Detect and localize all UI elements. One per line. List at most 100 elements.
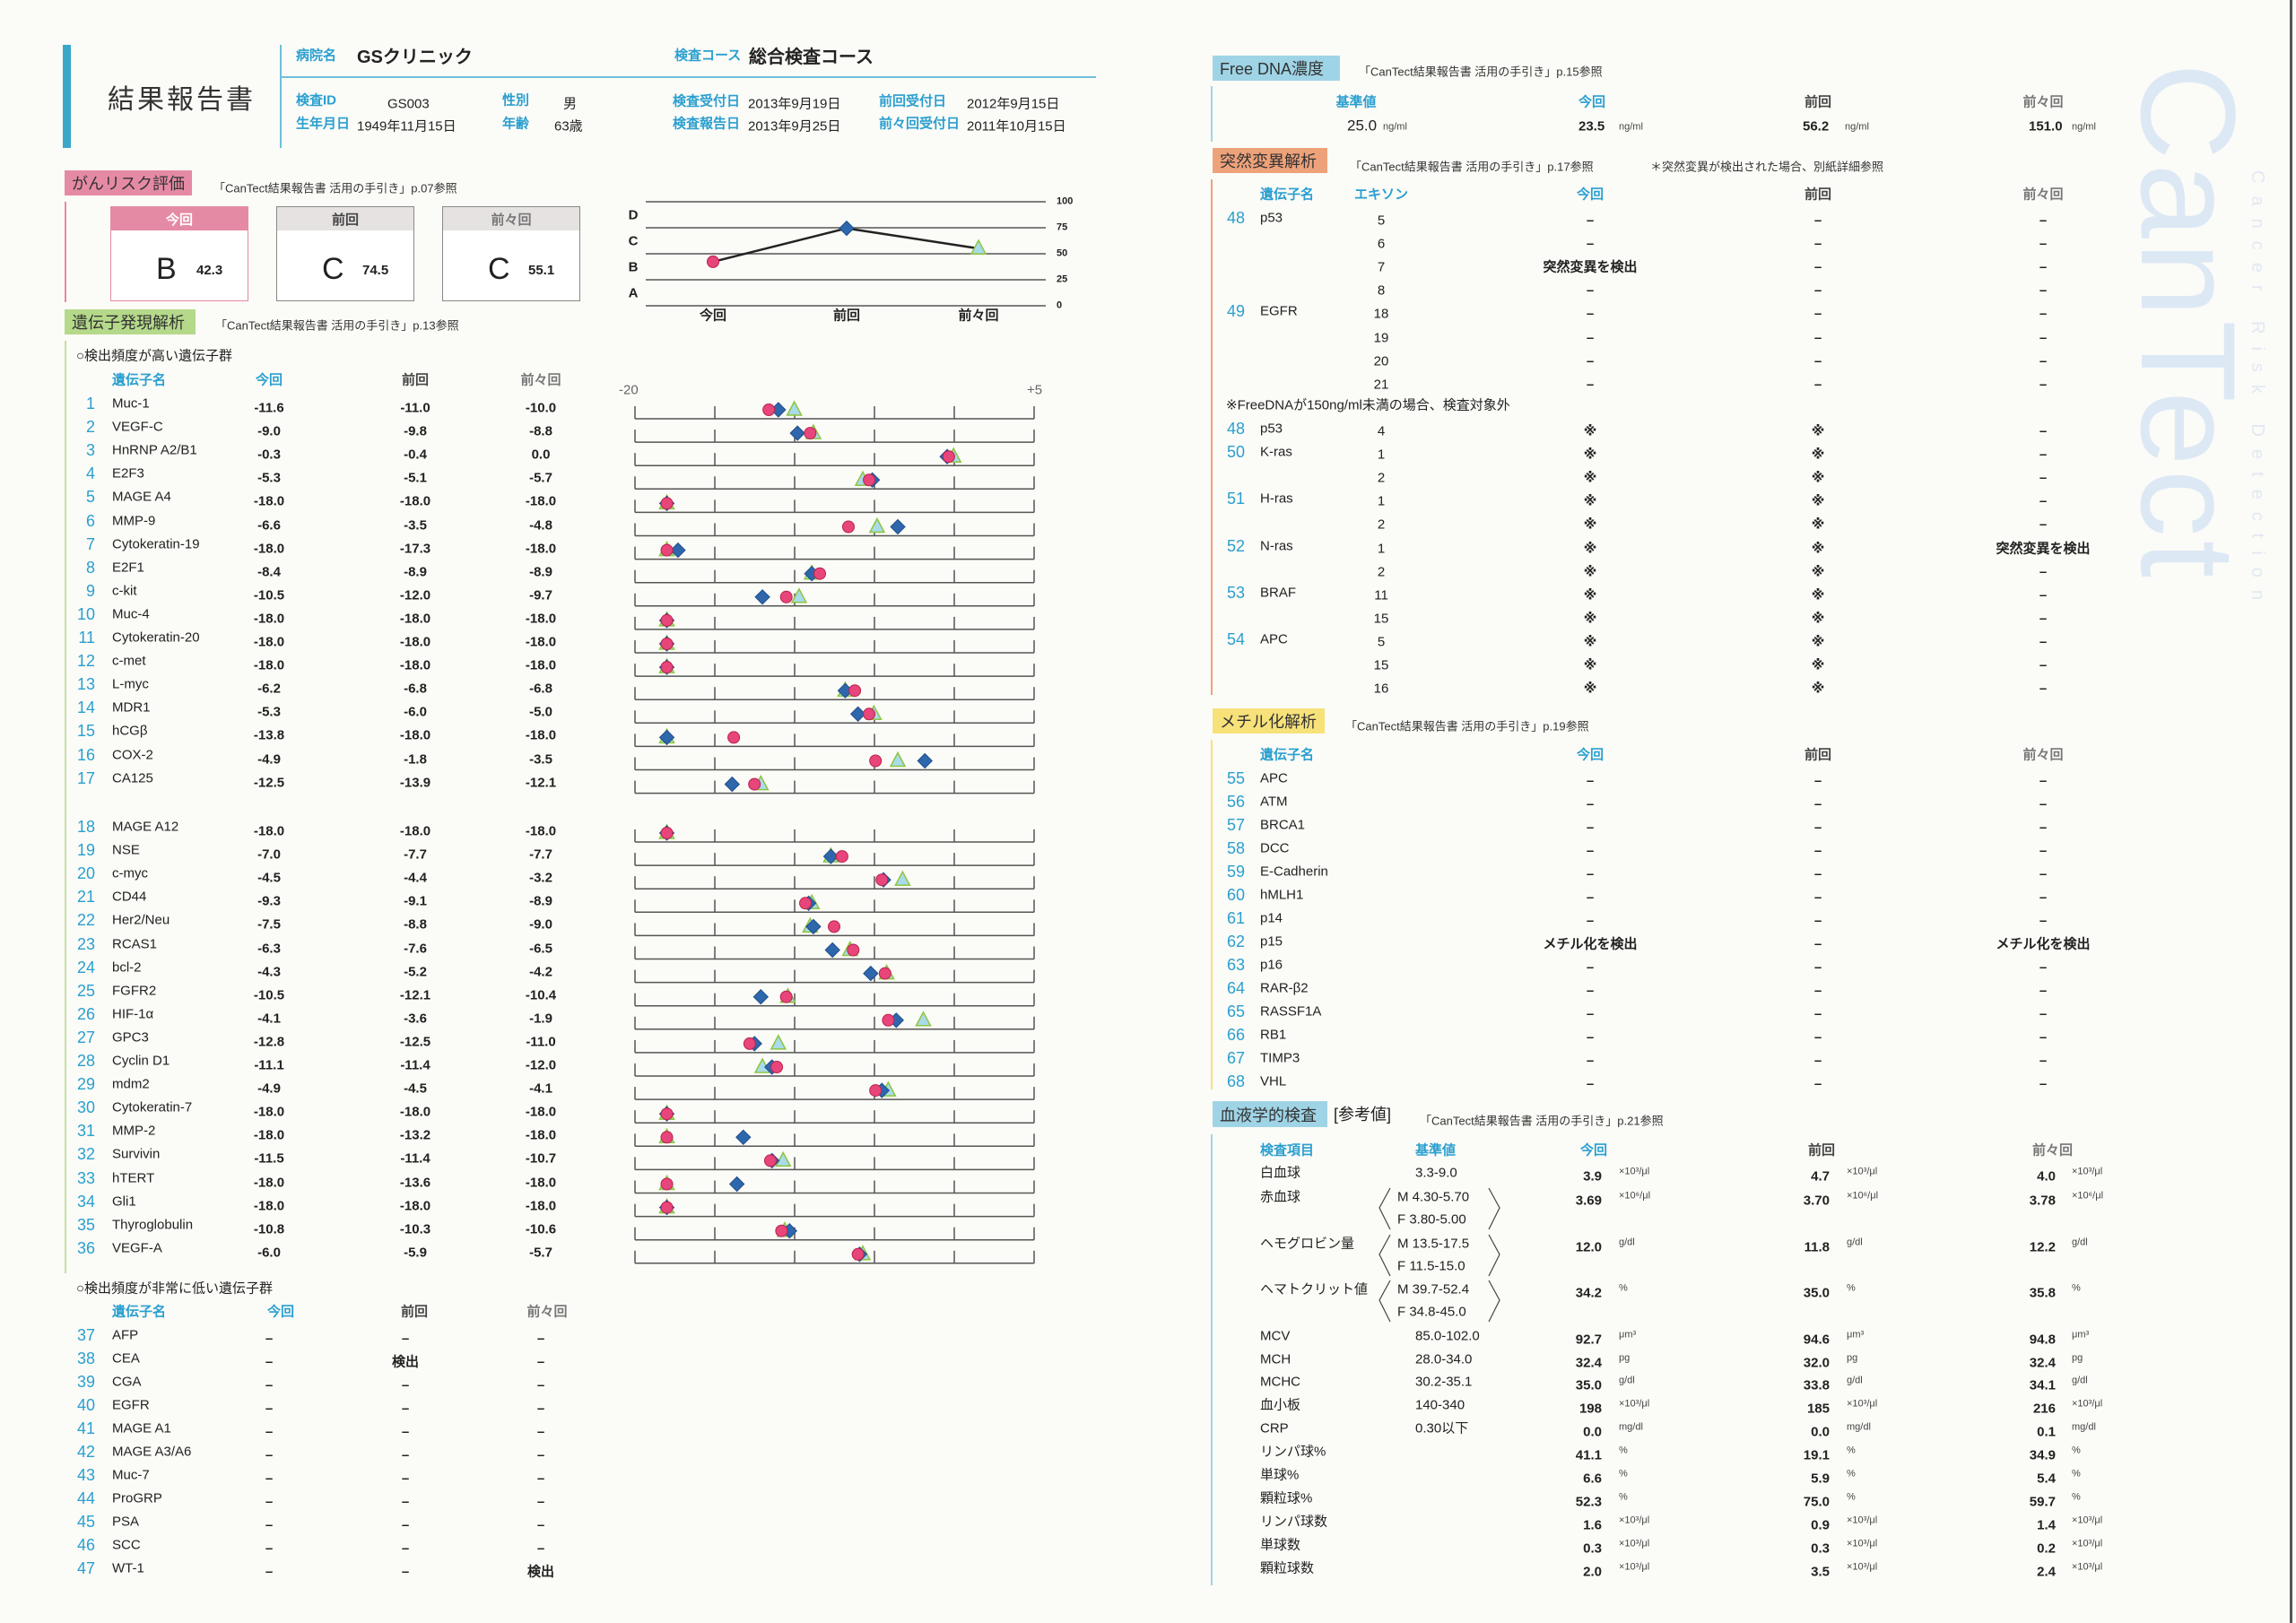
reference-range-male: M 39.7-52.4 [1397,1281,1470,1298]
unit: % [1619,1445,1628,1456]
value-prev2: -10.6 [525,1221,557,1237]
value-previous: -1.8 [404,751,427,767]
blood-section-rule [1211,1134,1213,1585]
value-current: – [265,1541,274,1557]
value-current: -18.0 [253,657,285,673]
prev-received-date: 2012年9月15日 [967,96,1060,112]
gene-name: HIF-1α [112,1006,154,1022]
value-current: – [265,1517,274,1533]
blood-value-cur: 35.0 [1575,1377,1602,1393]
marker-current-circle [660,638,674,650]
gene-name: E-Cadherin [1260,864,1328,880]
gene-name: hTERT [112,1170,155,1185]
blood-item: 白血球 [1260,1165,1301,1181]
value-current: – [265,1424,274,1440]
value-previous: ※ [1811,541,1825,556]
unit: ×10³/μl [2072,1398,2103,1410]
blood-value-prev2: 59.7 [2029,1494,2056,1510]
marker-previous-diamond [789,425,805,441]
value-previous: -6.8 [404,681,427,697]
value-previous: -18.0 [399,493,431,509]
marker-previous-diamond [735,1129,752,1146]
value-previous: ※ [1811,564,1825,580]
received-label: 検査受付日 [673,93,741,109]
unit: ×10³/μl [2072,1538,2103,1549]
gene-number: 61 [1226,909,1245,927]
value-prev2: – [536,1494,545,1510]
value-current: -9.3 [257,893,281,909]
blood-value-cur: 32.4 [1575,1355,1602,1371]
value-prev2: – [2039,634,2048,650]
risk-grade: C [488,252,510,286]
value-prev2: – [2039,259,2048,275]
value-previous: -4.5 [404,1081,427,1097]
blood-value-prev: 3.5 [1811,1564,1830,1580]
marker-current-circle [660,1201,674,1214]
value-prev2: -10.0 [525,400,557,416]
gene-name: RB1 [1260,1027,1287,1043]
gene-number: 53 [1226,583,1245,602]
value-previous: -10.3 [399,1221,431,1237]
blood-value-prev2: 4.0 [2037,1168,2056,1185]
value-current: ※ [1583,541,1597,556]
value-current: – [1586,983,1595,999]
gene-name: bcl-2 [112,959,142,976]
blood-value-prev: 0.3 [1811,1541,1830,1557]
table-header: 遺伝子名 [1260,747,1315,763]
gene-name: Her2/Neu [112,912,170,928]
unit: μm³ [1619,1329,1637,1341]
gene-name: VEGF-A [112,1240,162,1256]
value-prev2: – [2039,611,2048,627]
marker-prev2-triangle [786,400,803,416]
value-prev2: – [2039,1076,2048,1092]
marker-previous-diamond [824,942,840,959]
value-previous: -4.4 [404,870,427,886]
value-prev2: メチル化を検出 [1996,936,2091,952]
gene-name: hMLH1 [1260,887,1304,903]
gene-name: p15 [1260,933,1283,950]
course-name: 総合検査コース [749,48,874,67]
table-header: 前々回 [2022,94,2064,110]
value-current: -5.3 [257,704,281,720]
value-current: -7.0 [257,846,281,863]
mutation-reference: 「CanTect結果報告書 活用の手引き」p.17参照 [1350,160,1594,174]
table-header: 基準値 [1335,94,1377,110]
value-prev2: -18.0 [525,823,557,839]
unit: % [2072,1282,2081,1294]
blood-value-prev2: 34.9 [2029,1447,2056,1463]
value-prev2: – [2039,890,2048,906]
blood-value-cur: 0.0 [1583,1424,1602,1440]
value-current: -9.0 [257,423,281,439]
gene-number: 12 [76,652,95,671]
gene-name: RAR-β2 [1260,980,1309,996]
value-prev2: – [536,1354,545,1370]
prev-received-label: 前回受付日 [879,93,947,109]
free-dna-reference: 「CanTect結果報告書 活用の手引き」p.15参照 [1359,65,1603,79]
value-prev2: – [2039,843,2048,859]
page-edge [2290,0,2292,1623]
unit: % [1619,1468,1628,1480]
risk-band-label: B [628,259,639,274]
unit: ×10³/μl [1619,1398,1650,1410]
unit: % [1847,1491,1856,1503]
value-previous: -7.6 [404,941,427,956]
gene-name: PSA [112,1514,140,1530]
value-prev2: -8.9 [529,564,552,580]
value-current: -11.6 [254,400,284,416]
unit: ×10³/μl [2072,1515,2103,1526]
value-current: -10.5 [253,987,285,1003]
gene-number: 63 [1226,956,1245,974]
value-current: – [1586,1053,1595,1069]
exon-number: 2 [1377,516,1386,533]
value-prev2: -4.1 [529,1081,552,1097]
value-current: – [1586,913,1595,929]
value-prev2: -3.5 [529,751,552,767]
reference-range-female: F 34.8-45.0 [1397,1304,1466,1320]
value-previous: – [401,1424,410,1440]
gene-name: E2F3 [112,465,144,482]
risk-card-label: 前回 [277,207,413,230]
marker-current-circle [779,590,793,603]
value-prev2: -18.0 [525,1104,557,1120]
gene-name: APC [1260,631,1288,647]
